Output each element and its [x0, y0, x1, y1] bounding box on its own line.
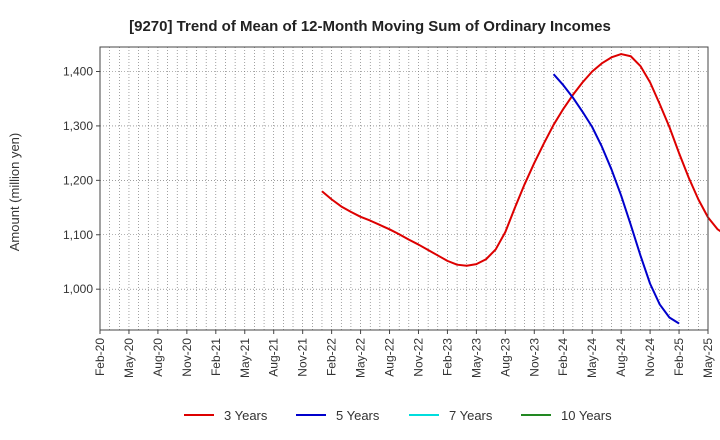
y-axis-ticks: 1,000 1,100 1,200 1,300 1,400 [63, 64, 100, 296]
legend-label: 5 Years [336, 408, 380, 423]
series-line-5-years [552, 73, 680, 325]
series-line-3-years [321, 53, 720, 267]
x-tick-label: May-20 [122, 338, 136, 378]
x-tick-label: May-25 [701, 338, 715, 378]
x-tick-label: May-23 [469, 338, 483, 378]
x-tick-label: May-24 [585, 338, 599, 378]
x-tick-label: May-21 [238, 338, 252, 378]
x-tick-label: Feb-20 [93, 338, 107, 376]
legend-label: 10 Years [561, 408, 612, 423]
y-tick-label: 1,300 [63, 119, 93, 133]
grid [100, 47, 708, 330]
x-tick-label: Nov-22 [411, 338, 425, 377]
x-tick-label: Feb-24 [556, 338, 570, 376]
y-tick-label: 1,400 [63, 64, 93, 78]
x-tick-label: Aug-24 [614, 338, 628, 377]
legend-label: 3 Years [224, 408, 268, 423]
legend-item: 10 Years [521, 408, 612, 423]
x-axis-ticks: Feb-20 May-20 Aug-20 Nov-20 Feb-21 May-21 Aug-… [93, 330, 715, 378]
y-axis-label: Amount (million yen) [7, 133, 22, 252]
x-tick-label: Aug-20 [151, 338, 165, 377]
series-lines [321, 53, 720, 325]
x-tick-label: Nov-24 [643, 338, 657, 377]
legend: 3 Years 5 Years 7 Years 10 Years [184, 408, 612, 423]
legend-label: 7 Years [449, 408, 493, 423]
y-tick-label: 1,000 [63, 282, 93, 296]
legend-item: 5 Years [296, 408, 380, 423]
x-tick-label: May-22 [354, 338, 368, 378]
x-tick-label: Feb-23 [440, 338, 454, 376]
x-tick-label: Nov-21 [296, 338, 310, 377]
x-tick-label: Feb-25 [672, 338, 686, 376]
x-tick-label: Nov-20 [180, 338, 194, 377]
x-tick-label: Nov-23 [527, 338, 541, 377]
x-tick-label: Aug-22 [383, 338, 397, 377]
x-tick-label: Feb-21 [209, 338, 223, 376]
y-tick-label: 1,200 [63, 173, 93, 187]
legend-item: 7 Years [409, 408, 493, 423]
legend-item: 3 Years [184, 408, 268, 423]
chart-title: [9270] Trend of Mean of 12-Month Moving … [129, 18, 611, 35]
x-tick-label: Aug-23 [498, 338, 512, 377]
y-tick-label: 1,100 [63, 228, 93, 242]
x-tick-label: Feb-22 [325, 338, 339, 376]
plot-area [99, 46, 709, 331]
x-tick-label: Aug-21 [267, 338, 281, 377]
